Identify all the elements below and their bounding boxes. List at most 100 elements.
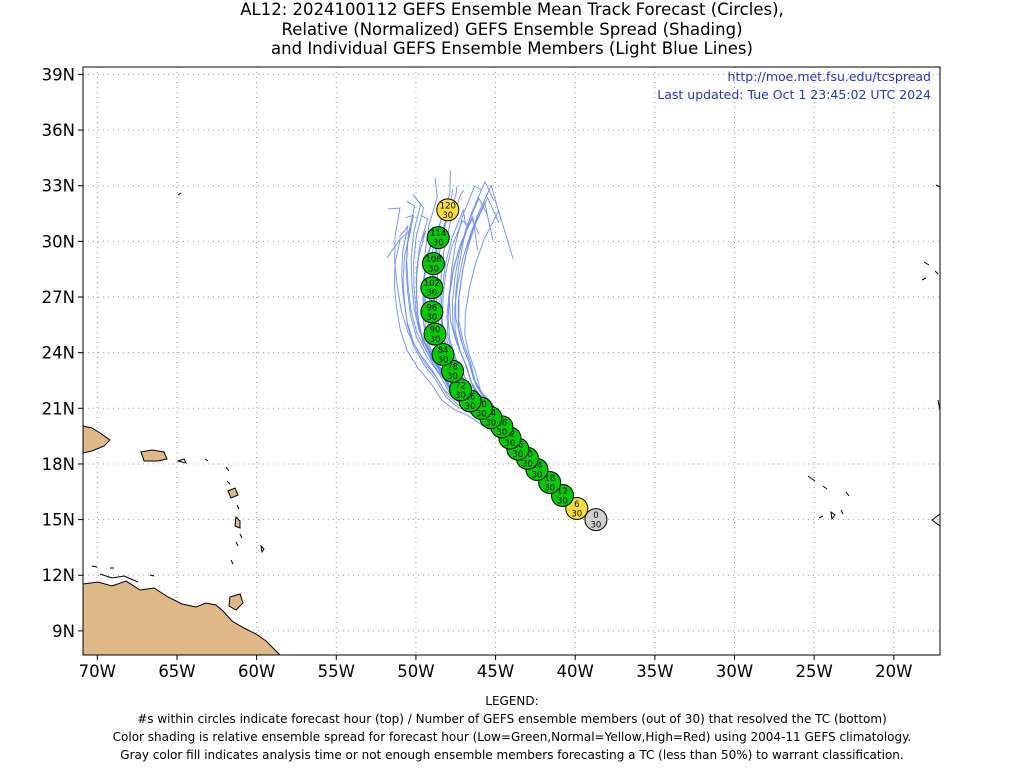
lat-tick-label: 27N xyxy=(42,288,75,307)
land-guadeloupe xyxy=(227,487,239,499)
lat-tick-label: 21N xyxy=(42,399,75,418)
member-count-label: 30 xyxy=(544,483,555,493)
member-count-label: 30 xyxy=(522,459,533,469)
forecast-hour-label: 24 xyxy=(532,461,543,471)
member-count-label: 30 xyxy=(465,402,476,412)
member-count-label: 30 xyxy=(591,521,602,531)
map-title-line-2: Relative (Normalized) GEFS Ensemble Spre… xyxy=(281,20,743,39)
lon-tick-label: 45W xyxy=(477,662,514,681)
forecast-hour-label: 84 xyxy=(438,346,449,356)
land-hispaniola-edge xyxy=(83,425,111,454)
member-count-label: 30 xyxy=(447,372,458,382)
member-count-label: 30 xyxy=(512,450,523,460)
lat-tick-label: 24N xyxy=(42,344,75,363)
forecast-hour-label: 90 xyxy=(430,326,441,336)
lat-tick-label: 18N xyxy=(42,455,75,474)
lon-tick-label: 35W xyxy=(636,662,673,681)
lat-tick-label: 15N xyxy=(42,511,75,530)
member-count-label: 30 xyxy=(433,239,444,249)
lon-tick-label: 70W xyxy=(79,662,116,681)
forecast-hour-label: 72 xyxy=(455,381,466,391)
land-trinidad xyxy=(228,593,244,611)
member-count-label: 30 xyxy=(485,419,496,429)
map-frame xyxy=(82,66,941,656)
lat-tick-label: 39N xyxy=(42,65,75,84)
map-title-line-3: and Individual GEFS Ensemble Members (Li… xyxy=(271,39,753,58)
land-puerto-rico xyxy=(140,449,168,462)
legend-line-1: #s within circles indicate forecast hour… xyxy=(137,712,887,726)
member-count-label: 30 xyxy=(426,289,437,299)
member-count-label: 30 xyxy=(476,409,487,419)
lat-tick-label: 33N xyxy=(42,177,75,196)
mean-track-points: 0306301230183024303030363042304830543060… xyxy=(420,198,608,532)
lon-tick-label: 20W xyxy=(875,662,912,681)
forecast-hour-label: 66 xyxy=(465,392,476,402)
source-url[interactable]: http://moe.met.fsu.edu/tcspread xyxy=(728,69,931,84)
lon-tick-label: 65W xyxy=(158,662,195,681)
lat-tick-label: 12N xyxy=(42,566,75,585)
last-updated-text: Last updated: Tue Oct 1 23:45:02 UTC 202… xyxy=(657,87,931,102)
forecast-hour-label: 18 xyxy=(544,474,555,484)
lat-tick-label: 30N xyxy=(42,232,75,251)
legend-heading: LEGEND: xyxy=(485,694,539,708)
forecast-point-6: 630 xyxy=(565,496,589,520)
member-count-label: 30 xyxy=(428,265,439,275)
lat-tick-label: 36N xyxy=(42,121,75,140)
member-count-label: 30 xyxy=(426,313,437,323)
lon-tick-label: 40W xyxy=(557,662,594,681)
map-background xyxy=(83,67,940,655)
legend-line-2: Color shading is relative ensemble sprea… xyxy=(112,730,912,744)
member-count-label: 30 xyxy=(442,211,453,221)
map-title-line-1: AL12: 2024100112 GEFS Ensemble Mean Trac… xyxy=(240,0,784,19)
forecast-circle xyxy=(426,226,450,250)
forecast-circle xyxy=(431,343,455,367)
land-layer xyxy=(83,184,940,655)
forecast-circle xyxy=(420,300,444,324)
lon-tick-label: 25W xyxy=(796,662,833,681)
forecast-circle xyxy=(584,508,608,532)
forecast-hour-label: 6 xyxy=(574,500,579,510)
forecast-hour-label: 0 xyxy=(593,511,598,521)
forecast-hour-label: 114 xyxy=(430,229,446,239)
lon-tick-label: 50W xyxy=(397,662,434,681)
member-count-label: 30 xyxy=(497,428,508,438)
forecast-hour-label: 108 xyxy=(425,255,441,265)
forecast-circle xyxy=(420,276,444,300)
forecast-circle xyxy=(565,496,589,520)
lon-tick-label: 55W xyxy=(318,662,355,681)
member-count-label: 30 xyxy=(557,496,568,506)
small-islands xyxy=(91,184,940,577)
land-martinique xyxy=(234,515,241,529)
land-venezuela-coast-north xyxy=(99,573,139,583)
legend-line-3: Gray color fill indicates analysis time … xyxy=(120,748,904,762)
forecast-point-0: 030 xyxy=(584,508,608,532)
forecast-hour-label: 12 xyxy=(557,487,568,497)
land-barbados xyxy=(260,544,265,554)
land-south-america xyxy=(83,580,281,655)
track-map: 0306301230183024303030363042304830543060… xyxy=(42,65,941,681)
axis-labels: 70W 65W 60W 55W 50W 45W 40W 35W 30W 25W 20W 39N 36N 3… xyxy=(42,65,913,681)
forecast-circle xyxy=(423,322,447,346)
member-count-label: 30 xyxy=(430,335,441,345)
member-count-label: 30 xyxy=(504,439,515,449)
lat-tick-label: 9N xyxy=(52,622,75,641)
member-count-label: 30 xyxy=(532,471,543,481)
forecast-hour-label: 48 xyxy=(497,418,508,428)
forecast-circle xyxy=(421,252,445,276)
member-count-label: 30 xyxy=(455,391,466,401)
forecast-hour-label: 102 xyxy=(424,279,440,289)
forecast-hour-label: 78 xyxy=(447,363,458,373)
forecast-hour-label: 120 xyxy=(440,201,456,211)
forecast-hour-label: 96 xyxy=(426,303,437,313)
lon-tick-label: 60W xyxy=(238,662,275,681)
lon-tick-label: 30W xyxy=(716,662,753,681)
